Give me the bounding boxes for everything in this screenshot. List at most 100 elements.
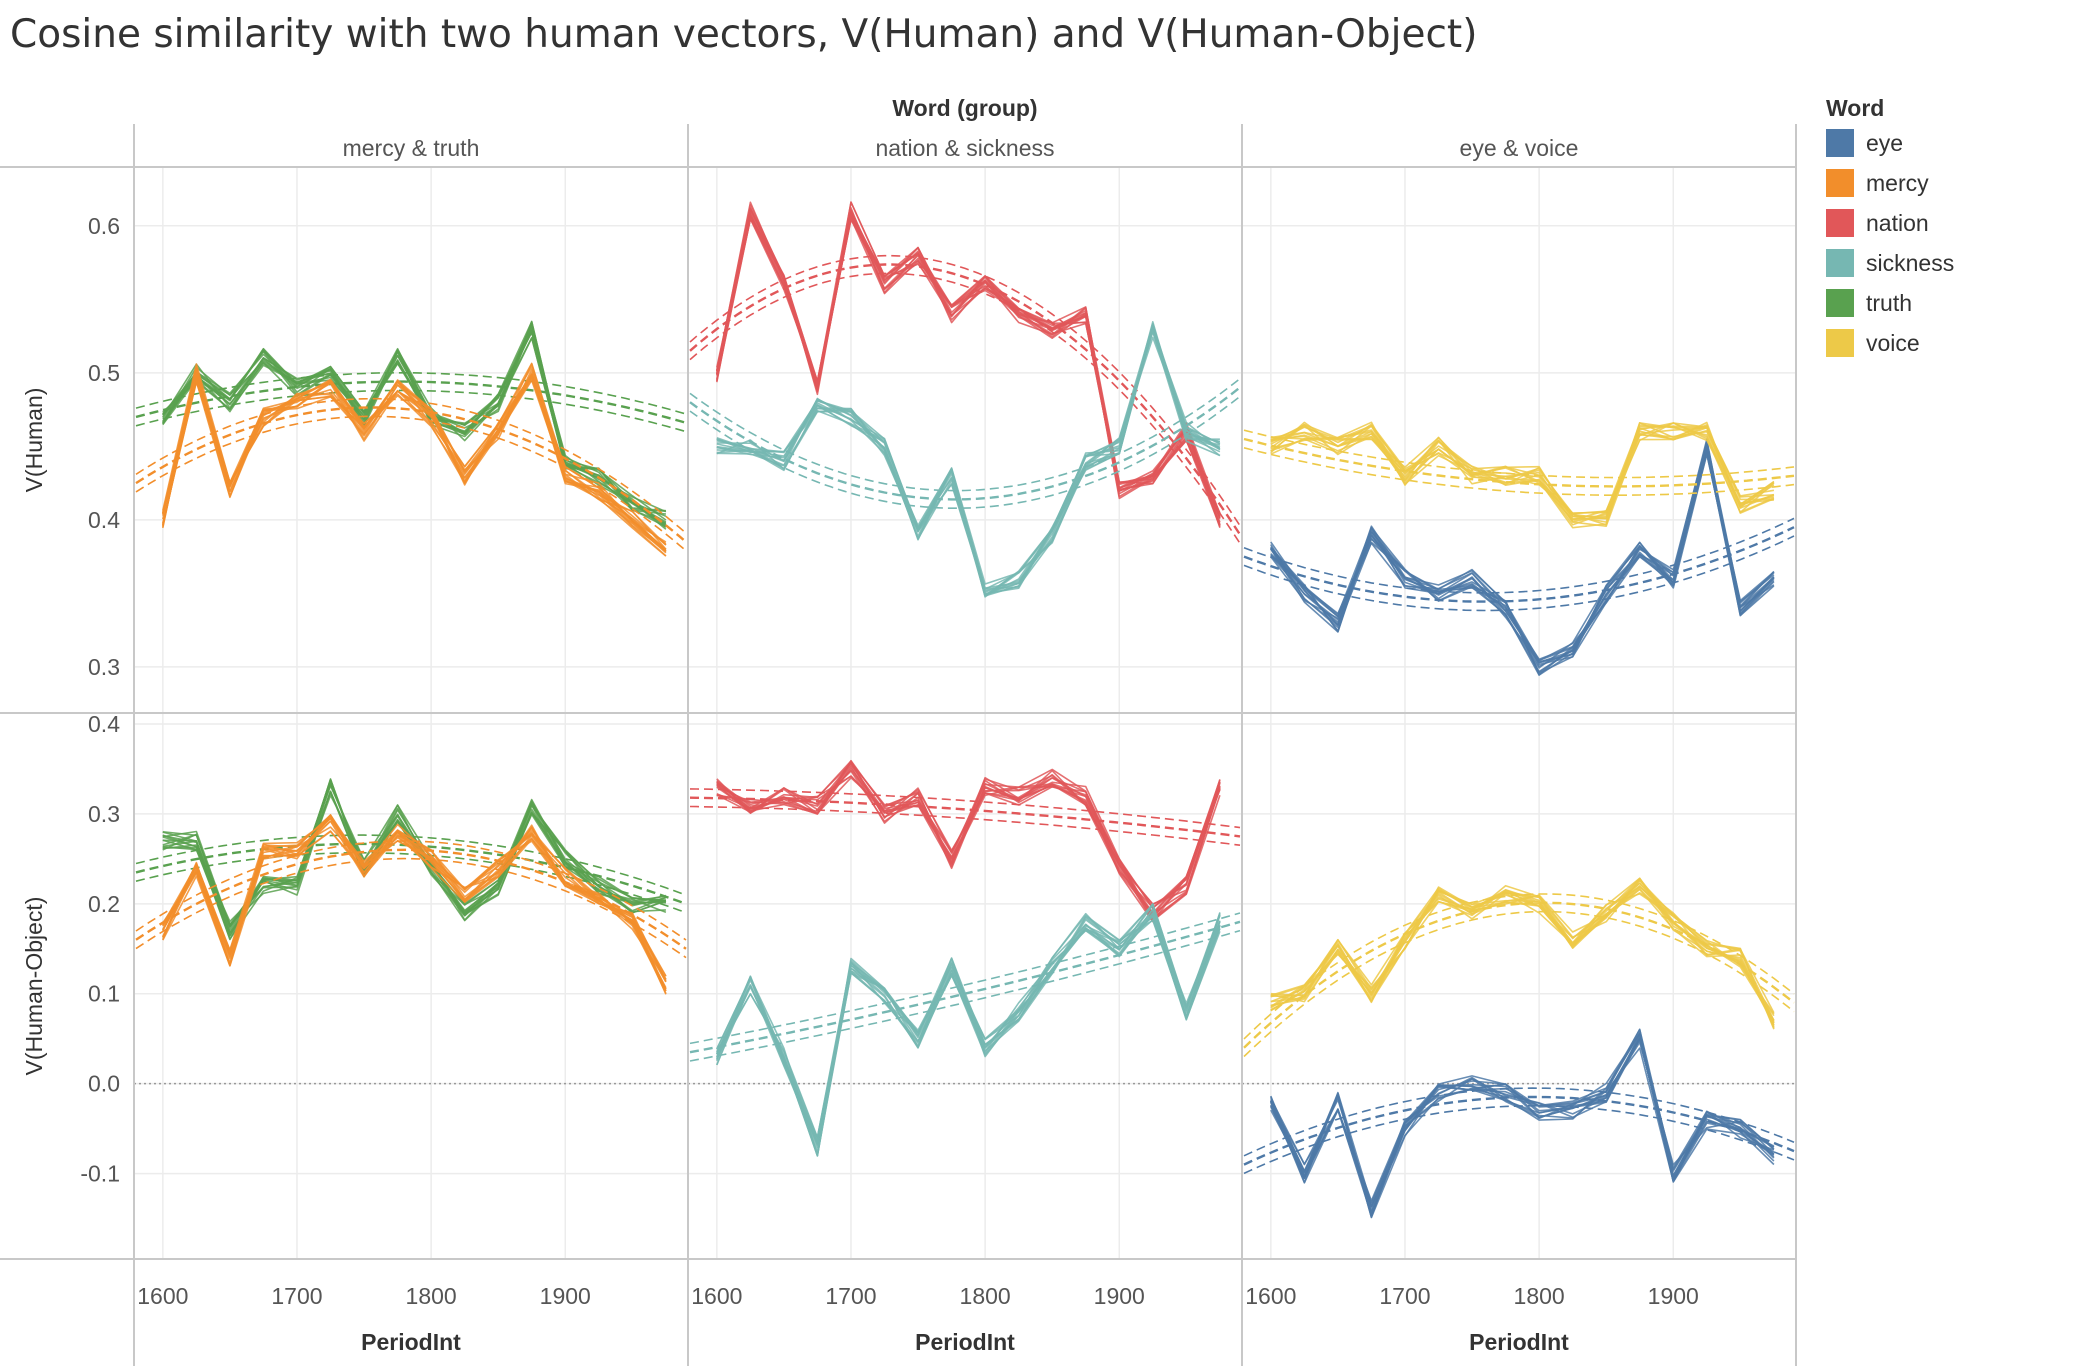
trend-line-voice (1243, 893, 1795, 1040)
series-sickness-human (689, 320, 1241, 598)
legend-label-mercy: mercy (1866, 170, 1929, 196)
series-line-sickness (716, 914, 1221, 1157)
series-eye-human-object (1243, 1028, 1795, 1219)
y-tick-label: -0.1 (80, 1161, 120, 1187)
legend-title: Word (1826, 95, 1884, 121)
legend-swatch-mercy (1826, 169, 1854, 197)
series-voice-human-object (1243, 877, 1795, 1058)
series-line-sickness (716, 336, 1221, 595)
series-mercy-human-object (135, 814, 687, 995)
series-line-sickness (716, 328, 1221, 593)
series-line-voice (1270, 423, 1774, 514)
column-header: Word (group) (892, 95, 1037, 121)
series-truth-human-object (135, 778, 687, 941)
legend-swatch-sickness (1826, 249, 1854, 277)
series-line-truth (162, 331, 666, 512)
legend-label-voice: voice (1866, 330, 1920, 356)
trend-line-eye (1243, 1087, 1795, 1157)
series-line-truth (162, 320, 667, 527)
series-line-sickness (716, 329, 1221, 585)
trend-line-eye (1243, 526, 1795, 603)
series-line-sickness (716, 903, 1221, 1149)
x-axis-title: PeriodInt (1469, 1329, 1569, 1355)
series-line-truth (162, 327, 667, 528)
legend-label-eye: eye (1866, 130, 1903, 156)
trend-line-sickness (689, 920, 1241, 1054)
legend-swatch-nation (1826, 209, 1854, 237)
grid-layer (134, 167, 1796, 1259)
x-tick-label: 1900 (1648, 1283, 1699, 1309)
series-line-eye (1270, 1028, 1775, 1202)
x-tick-label: 1900 (1094, 1283, 1145, 1309)
y-axis-title: V(Human) (21, 388, 47, 493)
trend-line-truth (135, 389, 687, 433)
x-tick-label: 1700 (271, 1283, 322, 1309)
x-tick-label: 1600 (1245, 1283, 1296, 1309)
trend-line-mercy (135, 848, 687, 950)
trend-line-eye (1243, 1095, 1795, 1166)
trend-line-nation (689, 788, 1241, 829)
x-tick-label: 1700 (825, 1283, 876, 1309)
trend-line-truth (135, 380, 687, 424)
x-tick-label: 1800 (1514, 1283, 1565, 1309)
series-line-sickness (716, 912, 1221, 1139)
y-tick-label: 0.3 (88, 801, 120, 827)
x-tick-label: 1800 (406, 1283, 457, 1309)
series-line-eye (1270, 453, 1775, 663)
series-line-eye (1270, 1037, 1775, 1215)
x-tick-label: 1800 (960, 1283, 1011, 1309)
series-line-nation (716, 770, 1221, 914)
trend-line-eye (1243, 535, 1795, 612)
y-tick-label: 0.4 (88, 507, 120, 533)
y-tick-label: 0.6 (88, 213, 120, 239)
series-truth-human (135, 320, 687, 530)
trend-line-sickness (689, 378, 1241, 492)
chart-title: Cosine similarity with two human vectors… (10, 12, 1478, 57)
trend-line-voice (1243, 447, 1795, 497)
legend-swatch-truth (1826, 289, 1854, 317)
y-tick-label: 0.5 (88, 360, 120, 386)
series-line-nation (716, 215, 1221, 518)
trend-line-truth (135, 851, 687, 914)
trend-line-eye (1243, 1105, 1795, 1175)
series-line-voice (1270, 430, 1775, 515)
series-line-truth (162, 329, 667, 513)
trend-line-nation (689, 805, 1241, 846)
series-line-sickness (716, 325, 1221, 595)
legend-swatch-voice (1826, 329, 1854, 357)
series-line-truth (162, 780, 666, 940)
series-line-voice (1270, 884, 1775, 1026)
trend-line-nation (689, 272, 1241, 544)
series-line-sickness (716, 912, 1221, 1157)
y-tick-label: 0.1 (88, 981, 120, 1007)
y-tick-label: 0.2 (88, 891, 120, 917)
series-nation-human-object (689, 759, 1241, 923)
trend-line-mercy (135, 415, 687, 552)
y-tick-label: 0.4 (88, 711, 120, 737)
trend-line-sickness (689, 395, 1241, 510)
series-line-truth (162, 783, 667, 928)
trend-line-sickness (689, 386, 1241, 501)
series-line-voice (1270, 422, 1775, 518)
trend-line-truth (135, 842, 687, 905)
series-line-eye (1270, 1028, 1775, 1205)
y-tick-label: 0.3 (88, 654, 120, 680)
series-voice-human (1243, 421, 1795, 529)
label-layer: Word (group) mercy & truth nation & sickne… (21, 95, 1699, 1355)
trend-line-voice (1243, 429, 1795, 479)
legend-swatch-eye (1826, 129, 1854, 157)
legend: Word eye mercy nation sickness truth voice (1826, 95, 1954, 357)
trend-line-truth (135, 834, 687, 896)
series-sickness-human-object (689, 903, 1241, 1157)
trend-line-mercy (135, 406, 687, 543)
trend-line-mercy (135, 840, 687, 941)
series-line-nation (716, 207, 1221, 514)
x-axis-title: PeriodInt (915, 1329, 1015, 1355)
trend-line-nation (689, 263, 1242, 536)
series-line-truth (162, 336, 667, 530)
facet-title: eye & voice (1460, 135, 1579, 161)
series-line-sickness (716, 916, 1221, 1144)
legend-label-sickness: sickness (1866, 250, 1954, 276)
trend-line-voice (1243, 437, 1795, 488)
series-line-sickness (716, 903, 1221, 1153)
